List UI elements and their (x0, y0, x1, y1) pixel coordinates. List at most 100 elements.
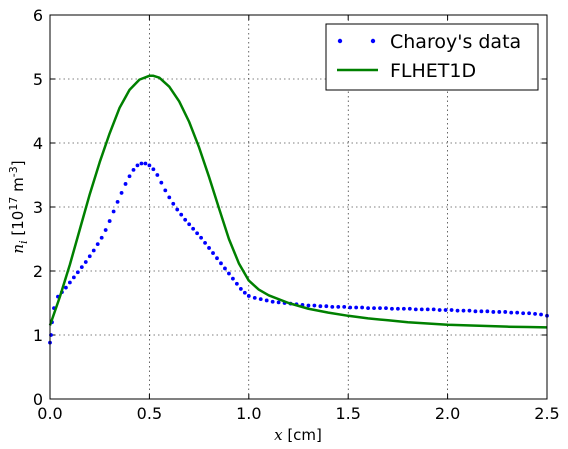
data-point (155, 173, 160, 177)
data-point (348, 305, 353, 310)
data-point (119, 191, 124, 195)
data-point (203, 240, 207, 245)
data-point (455, 308, 460, 313)
data-point (115, 199, 120, 204)
data-point (219, 261, 223, 266)
data-point (183, 217, 188, 222)
data-point (521, 311, 526, 316)
data-point (64, 285, 68, 290)
data-point (238, 287, 243, 291)
y-tick-label: 3 (33, 198, 43, 217)
y-tick-label: 5 (33, 70, 43, 89)
data-point (318, 304, 323, 309)
data-point (199, 235, 203, 240)
data-point (473, 309, 478, 314)
data-point (479, 309, 484, 314)
y-tick-label: 2 (33, 262, 43, 281)
data-point (103, 228, 108, 232)
data-point (147, 163, 152, 168)
data-point (342, 304, 347, 309)
data-point (378, 306, 382, 311)
data-point (242, 290, 247, 295)
x-tick-label: 1.5 (335, 404, 360, 423)
y-tick-label: 4 (33, 134, 43, 153)
legend-dot (337, 38, 343, 44)
y-tick-label: 0 (33, 390, 43, 409)
data-point (187, 222, 192, 227)
data-point (527, 311, 532, 316)
data-point (509, 310, 514, 315)
legend: Charoy's data FLHET1D (325, 23, 539, 91)
data-point (139, 161, 144, 166)
data-point (91, 248, 96, 253)
data-point (207, 246, 211, 250)
data-point (75, 270, 80, 275)
data-point (264, 298, 269, 303)
data-point (401, 306, 406, 311)
data-point (419, 307, 424, 312)
data-point (127, 174, 132, 179)
data-point (151, 167, 156, 172)
data-point (211, 251, 215, 255)
data-point (87, 254, 92, 259)
data-point (107, 219, 112, 223)
data-point (324, 304, 329, 309)
data-point (163, 188, 168, 193)
data-point (336, 304, 341, 309)
data-point (354, 305, 359, 310)
data-point (252, 295, 257, 300)
x-tick-labels: 0.0 0.5 1.0 1.5 2.0 2.5 (37, 404, 559, 423)
data-point (95, 242, 100, 247)
data-point (270, 299, 275, 304)
x-tick-label: 0.0 (37, 404, 62, 423)
x-tick-label: 2.0 (435, 404, 460, 423)
data-point (171, 201, 176, 206)
y-tick-label: 1 (33, 326, 43, 345)
data-point (437, 308, 442, 312)
data-point (431, 307, 436, 312)
legend-marker-dots (337, 38, 376, 44)
series-layer (48, 74, 549, 345)
data-point (515, 310, 520, 315)
data-point (67, 280, 72, 285)
data-point (461, 308, 466, 313)
series-line-flhet1d (48, 74, 548, 329)
x-tick-label: 0.5 (137, 404, 162, 423)
x-tick-label: 1.0 (236, 404, 261, 423)
data-point (99, 235, 104, 240)
data-point (312, 303, 317, 308)
data-point (223, 266, 227, 271)
data-point (234, 281, 239, 286)
data-point (330, 304, 335, 309)
data-point (497, 310, 502, 314)
data-point (360, 305, 365, 310)
data-point (71, 275, 76, 280)
x-axis-label: x [cm] (274, 426, 322, 444)
data-point (443, 308, 448, 312)
data-point (467, 308, 472, 313)
data-point (175, 207, 180, 212)
legend-box (325, 23, 539, 91)
data-point (390, 306, 394, 311)
data-point (227, 271, 231, 276)
y-tick-label: 6 (33, 6, 43, 25)
data-point (372, 306, 376, 311)
data-point (533, 311, 537, 316)
data-point (276, 300, 281, 305)
data-point (83, 260, 88, 264)
data-point (503, 310, 508, 314)
data-point (159, 180, 164, 185)
data-point (135, 163, 140, 168)
data-point (306, 303, 311, 308)
plot-frame (49, 14, 548, 400)
data-point (231, 276, 235, 281)
y-axis-label: ni [1017 m-3] (7, 160, 30, 253)
data-point (384, 306, 388, 311)
data-point (366, 306, 370, 311)
data-point (425, 307, 430, 312)
legend-label-flhet1d: FLHET1D (390, 60, 476, 82)
data-point (258, 297, 263, 302)
data-point (491, 310, 496, 314)
data-point (79, 265, 84, 270)
data-point (539, 312, 543, 317)
